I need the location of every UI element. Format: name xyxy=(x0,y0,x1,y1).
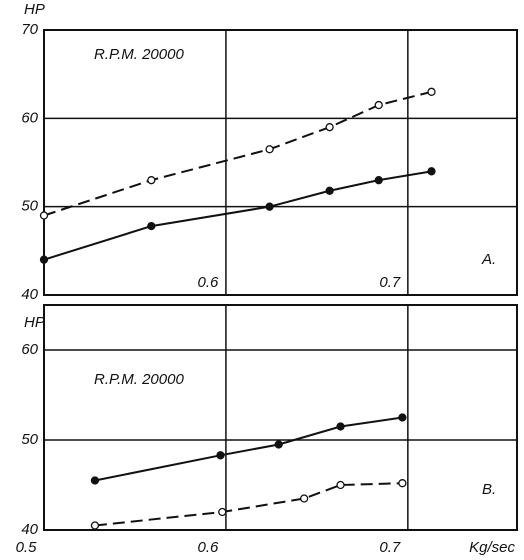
panel-label: A. xyxy=(481,251,496,268)
data-point xyxy=(325,186,334,195)
series-line xyxy=(94,416,403,482)
data-point xyxy=(374,176,383,185)
x-tick-label: 0.7 xyxy=(379,539,401,556)
y-tick-label: 50 xyxy=(21,431,38,448)
y-tick-label: 50 xyxy=(21,198,38,215)
data-point xyxy=(39,211,49,220)
x-tick-label: 0.6 xyxy=(197,274,219,291)
data-point xyxy=(427,167,436,176)
x-tick-label: 0.6 xyxy=(197,539,219,556)
panel-label: B. xyxy=(482,481,496,498)
y-tick-label: 70 xyxy=(21,21,38,38)
x-tick-label: 0.5 xyxy=(16,539,38,556)
y-tick-label: 60 xyxy=(21,109,38,126)
series-line xyxy=(94,482,403,527)
data-point xyxy=(147,176,156,185)
data-point xyxy=(218,507,227,517)
data-point xyxy=(398,413,407,422)
data-point xyxy=(90,476,100,485)
y-axis-label: HP xyxy=(24,1,45,18)
plot-frame xyxy=(43,304,518,531)
annotation: R.P.M. 20000 xyxy=(94,371,184,388)
data-point xyxy=(147,221,156,231)
plot-frame xyxy=(43,29,518,296)
data-point xyxy=(299,494,309,503)
series-line xyxy=(43,90,432,217)
data-point xyxy=(216,451,225,460)
annotation: R.P.M. 20000 xyxy=(94,46,184,63)
y-tick-label: 40 xyxy=(21,286,38,303)
y-tick-label: 60 xyxy=(21,341,38,358)
series-line xyxy=(43,170,432,261)
data-point xyxy=(427,87,436,96)
data-point xyxy=(90,521,100,530)
y-axis-label: HP xyxy=(24,314,45,331)
data-point xyxy=(398,479,407,488)
data-point xyxy=(274,440,283,449)
data-point xyxy=(265,202,274,211)
data-point xyxy=(374,100,383,110)
data-point xyxy=(325,123,334,132)
data-point xyxy=(336,422,345,431)
data-point xyxy=(39,255,49,264)
x-tick-label: 0.7 xyxy=(379,274,401,291)
y-tick-label: 40 xyxy=(21,521,38,538)
data-point xyxy=(265,145,274,154)
data-point xyxy=(336,480,345,490)
x-axis-label: Kg/sec xyxy=(469,539,515,556)
